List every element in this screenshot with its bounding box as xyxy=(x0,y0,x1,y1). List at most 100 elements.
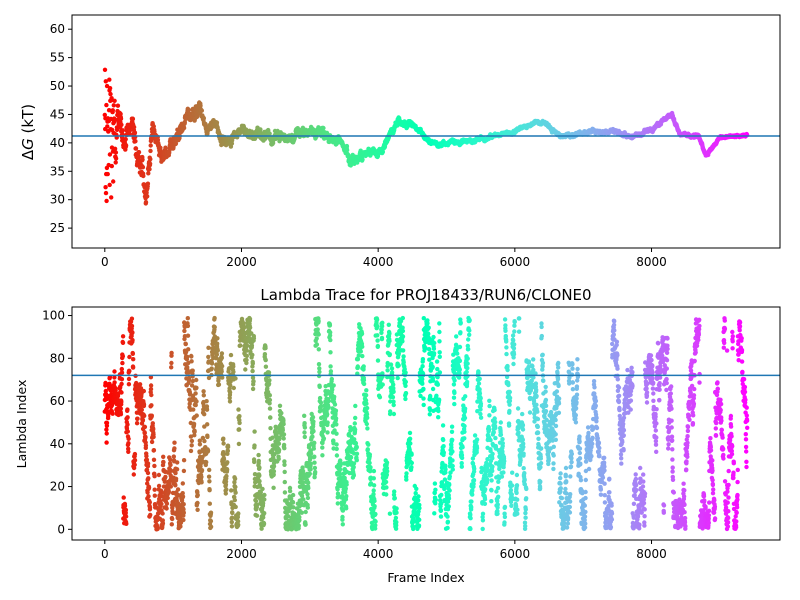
lambda-point xyxy=(219,355,224,361)
lambda-point xyxy=(205,422,210,427)
lambda-point xyxy=(142,413,147,418)
lambda-point xyxy=(118,406,124,411)
lambda-point xyxy=(302,430,307,435)
lambda-point xyxy=(343,486,348,491)
lambda-point xyxy=(250,361,255,366)
lambda-point xyxy=(330,387,335,392)
lambda-point xyxy=(219,351,225,356)
lambda-point xyxy=(256,452,261,458)
dg-y-label-italic: G xyxy=(19,138,37,150)
lambda-point xyxy=(328,330,333,335)
lambda-point xyxy=(139,407,144,412)
lambda-point xyxy=(225,448,230,454)
lambda-point xyxy=(302,434,307,440)
lambda-point xyxy=(181,502,186,507)
lambda-point xyxy=(320,445,325,450)
dg-point xyxy=(130,116,136,122)
lambda-point xyxy=(244,348,249,353)
lambda-point xyxy=(274,425,279,431)
lambda-point xyxy=(195,507,200,512)
lambda-point xyxy=(126,436,131,441)
lambda-point xyxy=(131,357,136,362)
lambda-point xyxy=(212,315,217,321)
lambda-point xyxy=(260,501,266,506)
lambda-point xyxy=(344,506,349,511)
lambda-point xyxy=(152,493,157,498)
lambda-point xyxy=(131,472,136,477)
lambda-point xyxy=(125,415,130,420)
lambda-point xyxy=(314,342,320,347)
dg-point xyxy=(127,128,132,133)
lambda-point xyxy=(215,336,220,341)
lambda-point xyxy=(296,523,301,528)
dg-point xyxy=(321,125,326,131)
lambda-point xyxy=(175,487,181,492)
lambda-point xyxy=(125,422,130,427)
lambda-point xyxy=(155,526,160,531)
dg-point xyxy=(107,77,112,82)
lambda-point xyxy=(191,407,196,412)
lambda-point xyxy=(266,381,272,386)
lambda-point xyxy=(282,446,287,451)
dg-point xyxy=(148,143,153,148)
lambda-point xyxy=(252,429,257,434)
lambda-point xyxy=(137,382,143,387)
dg-point xyxy=(103,190,109,196)
lambda-point xyxy=(340,514,345,520)
lambda-point xyxy=(103,382,108,388)
lambda-point xyxy=(145,490,150,495)
dg-point xyxy=(114,127,120,132)
dg-point xyxy=(113,150,119,155)
y-tick-label: 30 xyxy=(50,193,65,207)
lambda-point xyxy=(169,360,174,366)
lambda-point xyxy=(220,375,225,380)
lambda-point xyxy=(302,413,307,418)
lambda-point xyxy=(340,522,345,527)
lambda-point xyxy=(208,510,214,515)
lambda-point xyxy=(197,442,203,447)
dg-point xyxy=(146,171,151,176)
lambda-point xyxy=(232,476,238,481)
lambda-point xyxy=(233,376,238,381)
lambda-point xyxy=(206,474,212,479)
lambda-point xyxy=(130,351,135,356)
lambda-point xyxy=(261,521,267,526)
dg-point xyxy=(118,111,123,117)
lambda-point xyxy=(189,354,194,359)
lambda-point xyxy=(123,507,129,513)
lambda-point xyxy=(247,325,253,330)
lambda-point xyxy=(338,461,343,467)
lambda-point xyxy=(252,443,257,448)
lambda-point xyxy=(194,385,199,390)
dg-point xyxy=(344,143,350,149)
lambda-point xyxy=(169,350,174,356)
lambda-point xyxy=(316,332,321,337)
dg-point xyxy=(112,119,117,124)
lambda-point xyxy=(231,385,236,391)
lambda-point xyxy=(237,427,242,432)
lambda-point xyxy=(192,433,197,438)
lambda-point xyxy=(143,443,149,448)
lambda-point xyxy=(271,485,276,490)
dg-point xyxy=(136,154,141,159)
dg-point xyxy=(360,157,365,162)
lambda-point xyxy=(231,369,236,375)
dg-point xyxy=(140,165,146,170)
dg-point xyxy=(143,200,149,205)
lambda-point xyxy=(241,325,247,330)
lambda-point xyxy=(332,394,337,399)
dg-point xyxy=(107,182,112,188)
lambda-point xyxy=(112,369,117,374)
dg-point xyxy=(199,108,204,113)
lambda-point xyxy=(147,500,152,505)
lambda-point xyxy=(250,352,255,358)
lambda-point xyxy=(263,345,268,351)
lambda-point xyxy=(149,403,154,408)
lambda-point xyxy=(130,365,136,370)
lambda-point xyxy=(189,383,195,388)
lambda-point xyxy=(317,369,322,375)
lambda-point xyxy=(119,370,125,375)
lambda-point xyxy=(145,461,151,466)
dg-point xyxy=(133,146,139,151)
